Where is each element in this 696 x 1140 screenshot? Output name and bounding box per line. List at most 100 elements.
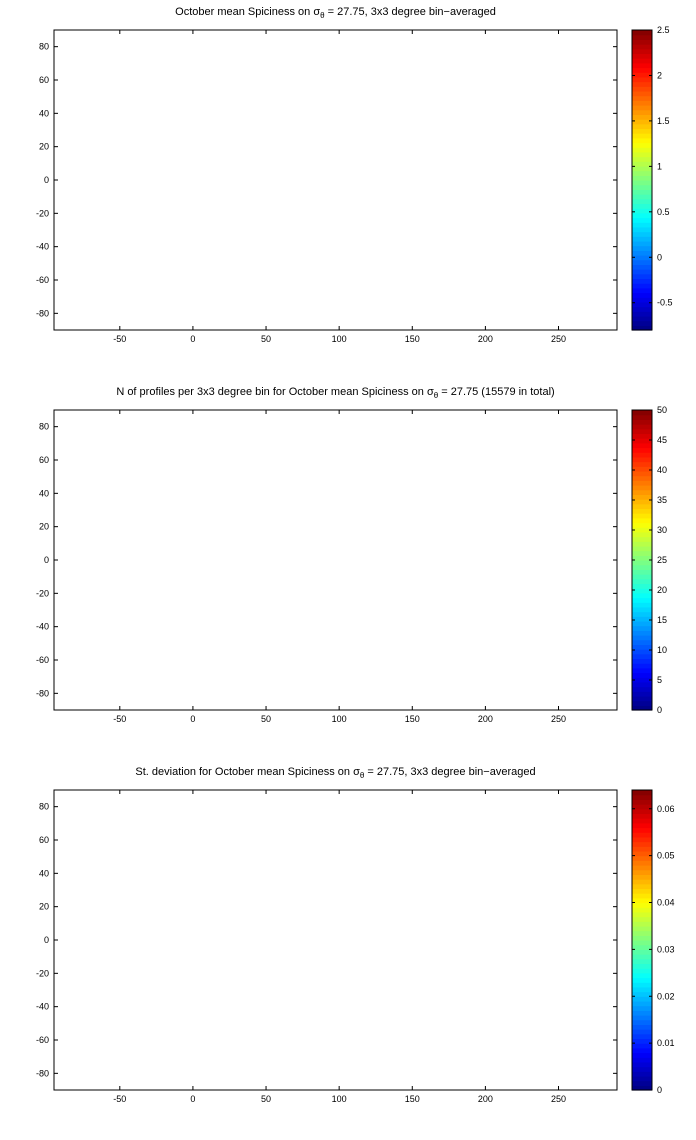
colorbar-segment bbox=[632, 194, 652, 200]
y-tick-label: 40 bbox=[39, 868, 49, 878]
colorbar-segment bbox=[632, 114, 652, 120]
y-tick-label: 60 bbox=[39, 455, 49, 465]
colorbar-segment bbox=[632, 480, 652, 486]
colorbar-segment bbox=[632, 442, 652, 449]
title-symbol: σ bbox=[426, 386, 434, 398]
x-tick-label: 50 bbox=[261, 714, 271, 724]
y-tick-label: 80 bbox=[39, 422, 49, 432]
colorbar-segment bbox=[632, 602, 652, 608]
y-tick-label: 40 bbox=[39, 488, 49, 498]
colorbar-segment bbox=[632, 630, 652, 636]
chart-title: N of profiles per 3x3 degree bin for Oct… bbox=[54, 386, 617, 400]
colorbar-segment bbox=[632, 644, 652, 650]
colorbar-segment bbox=[632, 180, 652, 186]
colorbar-segment bbox=[632, 424, 652, 430]
colorbar-segment bbox=[632, 921, 652, 927]
colorbar-segment bbox=[632, 287, 652, 294]
colorbar-segment bbox=[632, 860, 652, 866]
panel-spiciness: October mean Spiciness on σθ = 27.75, 3x… bbox=[0, 0, 696, 380]
colorbar-segment bbox=[632, 574, 652, 580]
colorbar-tick-label: -0.5 bbox=[657, 298, 673, 308]
colorbar-segment bbox=[632, 883, 652, 890]
colorbar-segment bbox=[632, 625, 652, 631]
colorbar-segment bbox=[632, 255, 652, 261]
x-tick-label: -50 bbox=[113, 1094, 126, 1104]
colorbar-segment bbox=[632, 616, 652, 622]
colorbar-tick-label: 35 bbox=[657, 495, 667, 505]
colorbar-segment bbox=[632, 466, 652, 472]
colorbar-segment bbox=[632, 1024, 652, 1030]
std-deviation-map: -50 0 50 100 150 200 250806040200-20-40-60-800… bbox=[36, 789, 675, 1104]
x-tick-label: 50 bbox=[261, 1094, 271, 1104]
y-tick-label: -60 bbox=[36, 275, 49, 285]
title-text: St. deviation for October mean Spiciness… bbox=[135, 766, 354, 778]
colorbar-segment bbox=[632, 790, 652, 796]
colorbar-segment bbox=[632, 62, 652, 69]
colorbar-segment bbox=[632, 175, 652, 181]
colorbar-segment bbox=[632, 911, 652, 918]
colorbar-segment bbox=[632, 996, 652, 1002]
colorbar-segment bbox=[632, 203, 652, 209]
colorbar-frame bbox=[631, 789, 653, 1091]
colorbar-segment bbox=[632, 536, 652, 542]
colorbar-segment bbox=[632, 513, 652, 519]
x-tick-label: 250 bbox=[551, 714, 566, 724]
colorbar-segment bbox=[632, 95, 652, 101]
x-tick-label: 50 bbox=[261, 334, 271, 344]
colorbar-segment bbox=[632, 531, 652, 538]
colorbar-segment bbox=[632, 226, 652, 233]
colorbar-segment bbox=[632, 499, 652, 505]
colorbar-segment bbox=[632, 827, 652, 833]
colorbar-segment bbox=[632, 165, 652, 172]
colorbar-segment bbox=[632, 663, 652, 669]
colorbar-segment bbox=[632, 832, 652, 838]
colorbar-segment bbox=[632, 893, 652, 899]
x-tick-label: 250 bbox=[551, 334, 566, 344]
colorbar-segment bbox=[632, 691, 652, 697]
x-tick-label: 0 bbox=[190, 334, 195, 344]
colorbar-segment bbox=[632, 968, 652, 974]
colorbar-segment bbox=[632, 822, 652, 829]
colorbar-segment bbox=[632, 639, 652, 645]
colorbar-segment bbox=[632, 1005, 652, 1011]
colorbar-tick-label: 2 bbox=[657, 70, 662, 80]
x-tick-label: 150 bbox=[405, 334, 420, 344]
colorbar-segment bbox=[632, 620, 652, 627]
spiciness-map: -50 0 50 100 150 200 250806040200-20-40-60-802… bbox=[36, 25, 673, 344]
colorbar-segment bbox=[632, 297, 652, 303]
colorbar-segment bbox=[632, 133, 652, 139]
colorbar-segment bbox=[632, 461, 652, 467]
y-tick-label: -20 bbox=[36, 588, 49, 598]
colorbar-segment bbox=[632, 695, 652, 702]
y-tick-label: 20 bbox=[39, 902, 49, 912]
colorbar-segment bbox=[632, 1061, 652, 1068]
colorbar-segment bbox=[632, 592, 652, 599]
colorbar-segment bbox=[632, 410, 652, 416]
colorbar-segment bbox=[632, 236, 652, 242]
colorbar-segment bbox=[632, 475, 652, 481]
colorbar-segment bbox=[632, 137, 652, 144]
colorbar-tick-label: 0.05 bbox=[657, 851, 675, 861]
title-symbol: σ bbox=[313, 6, 321, 18]
colorbar-segment bbox=[632, 991, 652, 997]
title-subscript: θ bbox=[359, 771, 365, 781]
colorbar-segment bbox=[632, 90, 652, 97]
y-tick-label: -20 bbox=[36, 208, 49, 218]
title-suffix: = 27.75, 3x3 degree bin−averaged bbox=[324, 6, 496, 18]
colorbar-tick-label: 0.03 bbox=[657, 944, 675, 954]
colorbar-segment bbox=[632, 81, 652, 87]
y-tick-label: 20 bbox=[39, 522, 49, 532]
title-text: N of profiles per 3x3 degree bin for Oct… bbox=[116, 386, 427, 398]
x-tick-label: 100 bbox=[332, 714, 347, 724]
colorbar-frame bbox=[631, 29, 653, 331]
colorbar-segment bbox=[632, 198, 652, 205]
x-tick-label: -50 bbox=[113, 714, 126, 724]
colorbar-segment bbox=[632, 902, 652, 908]
colorbar-segment bbox=[632, 649, 652, 655]
colorbar-segment bbox=[632, 100, 652, 106]
colorbar-tick-label: 0.5 bbox=[657, 207, 670, 217]
colorbar-segment bbox=[632, 541, 652, 547]
chart-title: St. deviation for October mean Spiciness… bbox=[54, 766, 617, 780]
colorbar-segment bbox=[632, 44, 652, 50]
colorbar-segment bbox=[632, 667, 652, 674]
